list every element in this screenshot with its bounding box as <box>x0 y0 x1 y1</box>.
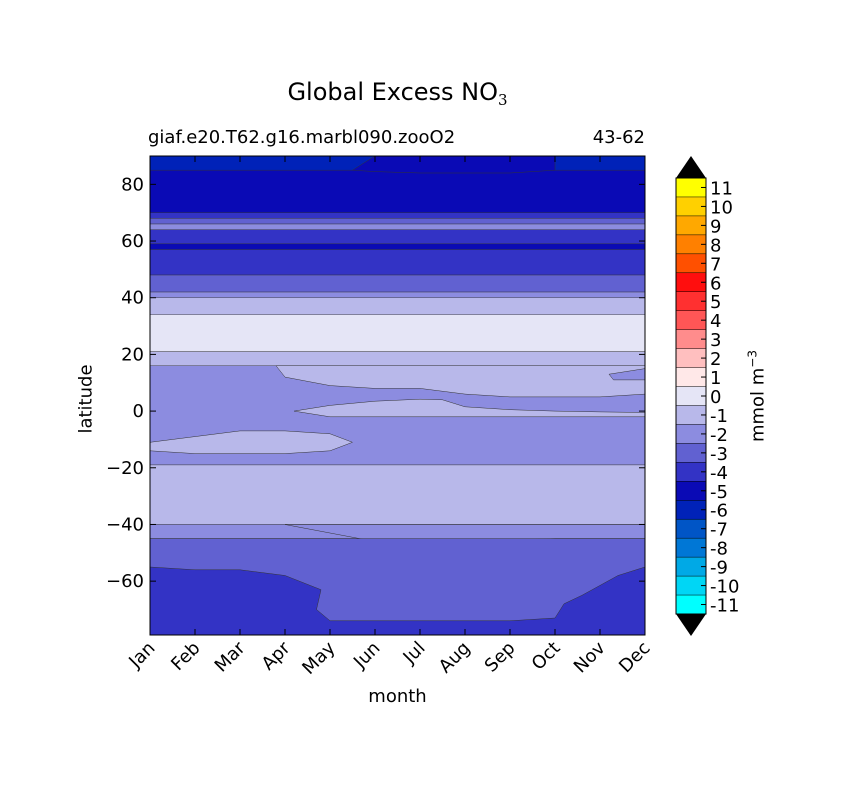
colorbar-extend-bottom <box>676 614 706 636</box>
colorbar-swatch <box>676 367 706 387</box>
contour-band-7 <box>149 249 646 276</box>
contour-features <box>149 155 646 622</box>
colorbar-swatch <box>676 272 706 293</box>
colorbar-tick-label: -10 <box>710 577 739 598</box>
colorbar-tick-label: 5 <box>710 292 721 313</box>
y-tick-label: −40 <box>106 514 144 535</box>
contour-band-11 <box>149 314 646 352</box>
x-tick-label: Jan <box>124 638 159 673</box>
y-tick-label: −60 <box>106 571 144 592</box>
title-subscript: 3 <box>498 91 508 109</box>
colorbar-swatch <box>676 215 706 236</box>
contour-region-6 <box>352 155 556 174</box>
colorbar-label-exponent: −3 <box>745 349 760 368</box>
colorbar-tick-label: 7 <box>710 254 721 275</box>
contour-band-3 <box>149 218 646 225</box>
colorbar-tick-label: 8 <box>710 235 721 256</box>
colorbar-swatch <box>676 576 706 596</box>
colorbar-swatch <box>676 178 706 198</box>
colorbar-swatch <box>676 500 706 520</box>
colorbar-tick-label: -9 <box>710 558 728 579</box>
colorbar-swatch <box>676 519 706 539</box>
colorbar-swatch <box>676 462 706 482</box>
chart-title: Global Excess NO3 <box>287 78 508 109</box>
colorbar-label: mmol m−3 <box>745 349 769 443</box>
colorbar-swatch <box>676 291 706 311</box>
colorbar-extend-top <box>676 156 706 178</box>
colorbar-tick-label: -7 <box>710 520 728 541</box>
colorbar-swatch <box>676 234 706 255</box>
colorbar-swatch <box>676 538 706 558</box>
x-axis-label: month <box>368 686 427 707</box>
case-name: giaf.e20.T62.g16.marbl090.zooO2 <box>148 127 456 148</box>
colorbar-tick-label: -3 <box>710 444 728 465</box>
contour-band-10 <box>149 297 646 315</box>
colorbar-swatch <box>676 595 706 615</box>
plot-frame <box>149 155 646 636</box>
colorbar-tick-label: -6 <box>710 501 728 522</box>
colorbar-swatch <box>676 386 706 406</box>
colorbar-swatch <box>676 329 706 349</box>
contour-band-5 <box>149 229 646 245</box>
colorbar-swatch <box>676 253 706 274</box>
contour-region-3 <box>149 430 353 454</box>
y-tick-label: 40 <box>121 288 144 309</box>
colorbar-swatch <box>676 310 706 330</box>
contour-region-0 <box>293 398 646 418</box>
colorbar-tick-label: 2 <box>710 349 721 370</box>
contour-band-8 <box>149 274 646 293</box>
y-tick-label: 60 <box>121 231 144 252</box>
colorbar-tick-label: -5 <box>710 482 728 503</box>
y-axis: 80 60 40 20 0 −20 −40 −60 <box>106 174 645 592</box>
contour-band-9 <box>149 291 646 298</box>
colorbar-swatch <box>676 557 706 577</box>
colorbar-tick-label: -1 <box>710 406 728 427</box>
colorbar-tick-label: 11 <box>710 178 733 199</box>
x-tick-label: Oct <box>528 638 565 675</box>
colorbar-tick-label: 9 <box>710 216 721 237</box>
x-tick-label: Nov <box>570 637 610 677</box>
colorbar-tick-label: -8 <box>710 539 728 560</box>
contour-band-4 <box>149 223 646 230</box>
colorbar-tick-label: -2 <box>710 425 728 446</box>
y-tick-label: 80 <box>121 174 144 195</box>
colorbar-swatch <box>676 481 706 501</box>
contour-band-6 <box>149 243 646 250</box>
x-tick-label: Jul <box>399 638 430 669</box>
x-tick-label: Mar <box>211 637 250 676</box>
contour-band-2 <box>149 212 646 219</box>
colorbar-tick-label: -11 <box>710 596 739 617</box>
y-tick-label: 0 <box>133 401 144 422</box>
colorbar-swatch <box>676 196 706 217</box>
contour-band-12 <box>149 351 646 366</box>
x-tick-label: May <box>298 637 339 678</box>
x-tick-label: Feb <box>167 638 204 675</box>
x-tick-label: Dec <box>615 638 654 677</box>
colorbar-tick-label: 3 <box>710 330 721 351</box>
colorbar-tick-label: 6 <box>710 273 721 294</box>
x-tick-label: Sep <box>481 638 520 677</box>
contour-band-14 <box>149 464 646 525</box>
x-tick-label: Aug <box>435 638 475 678</box>
y-axis-label: latitude <box>75 364 97 434</box>
colorbar-tick-label: 4 <box>710 311 721 332</box>
contour-band-1 <box>149 169 646 213</box>
x-tick-label: Jun <box>349 638 384 673</box>
colorbar-tick-label: -4 <box>710 463 728 484</box>
colorbar-swatch <box>676 348 706 368</box>
y-tick-label: −20 <box>106 458 144 479</box>
x-tick-label: Apr <box>258 637 295 674</box>
y-tick-label: 20 <box>121 344 144 365</box>
colorbar-tick-label: 10 <box>710 197 733 218</box>
colorbar-tick-label: 1 <box>710 368 721 389</box>
colorbar-swatch <box>676 405 706 425</box>
colorbar-swatch <box>676 443 706 463</box>
year-range: 43-62 <box>592 127 645 148</box>
colorbar-swatch <box>676 424 706 444</box>
colorbar-tick-label: 0 <box>710 387 721 408</box>
